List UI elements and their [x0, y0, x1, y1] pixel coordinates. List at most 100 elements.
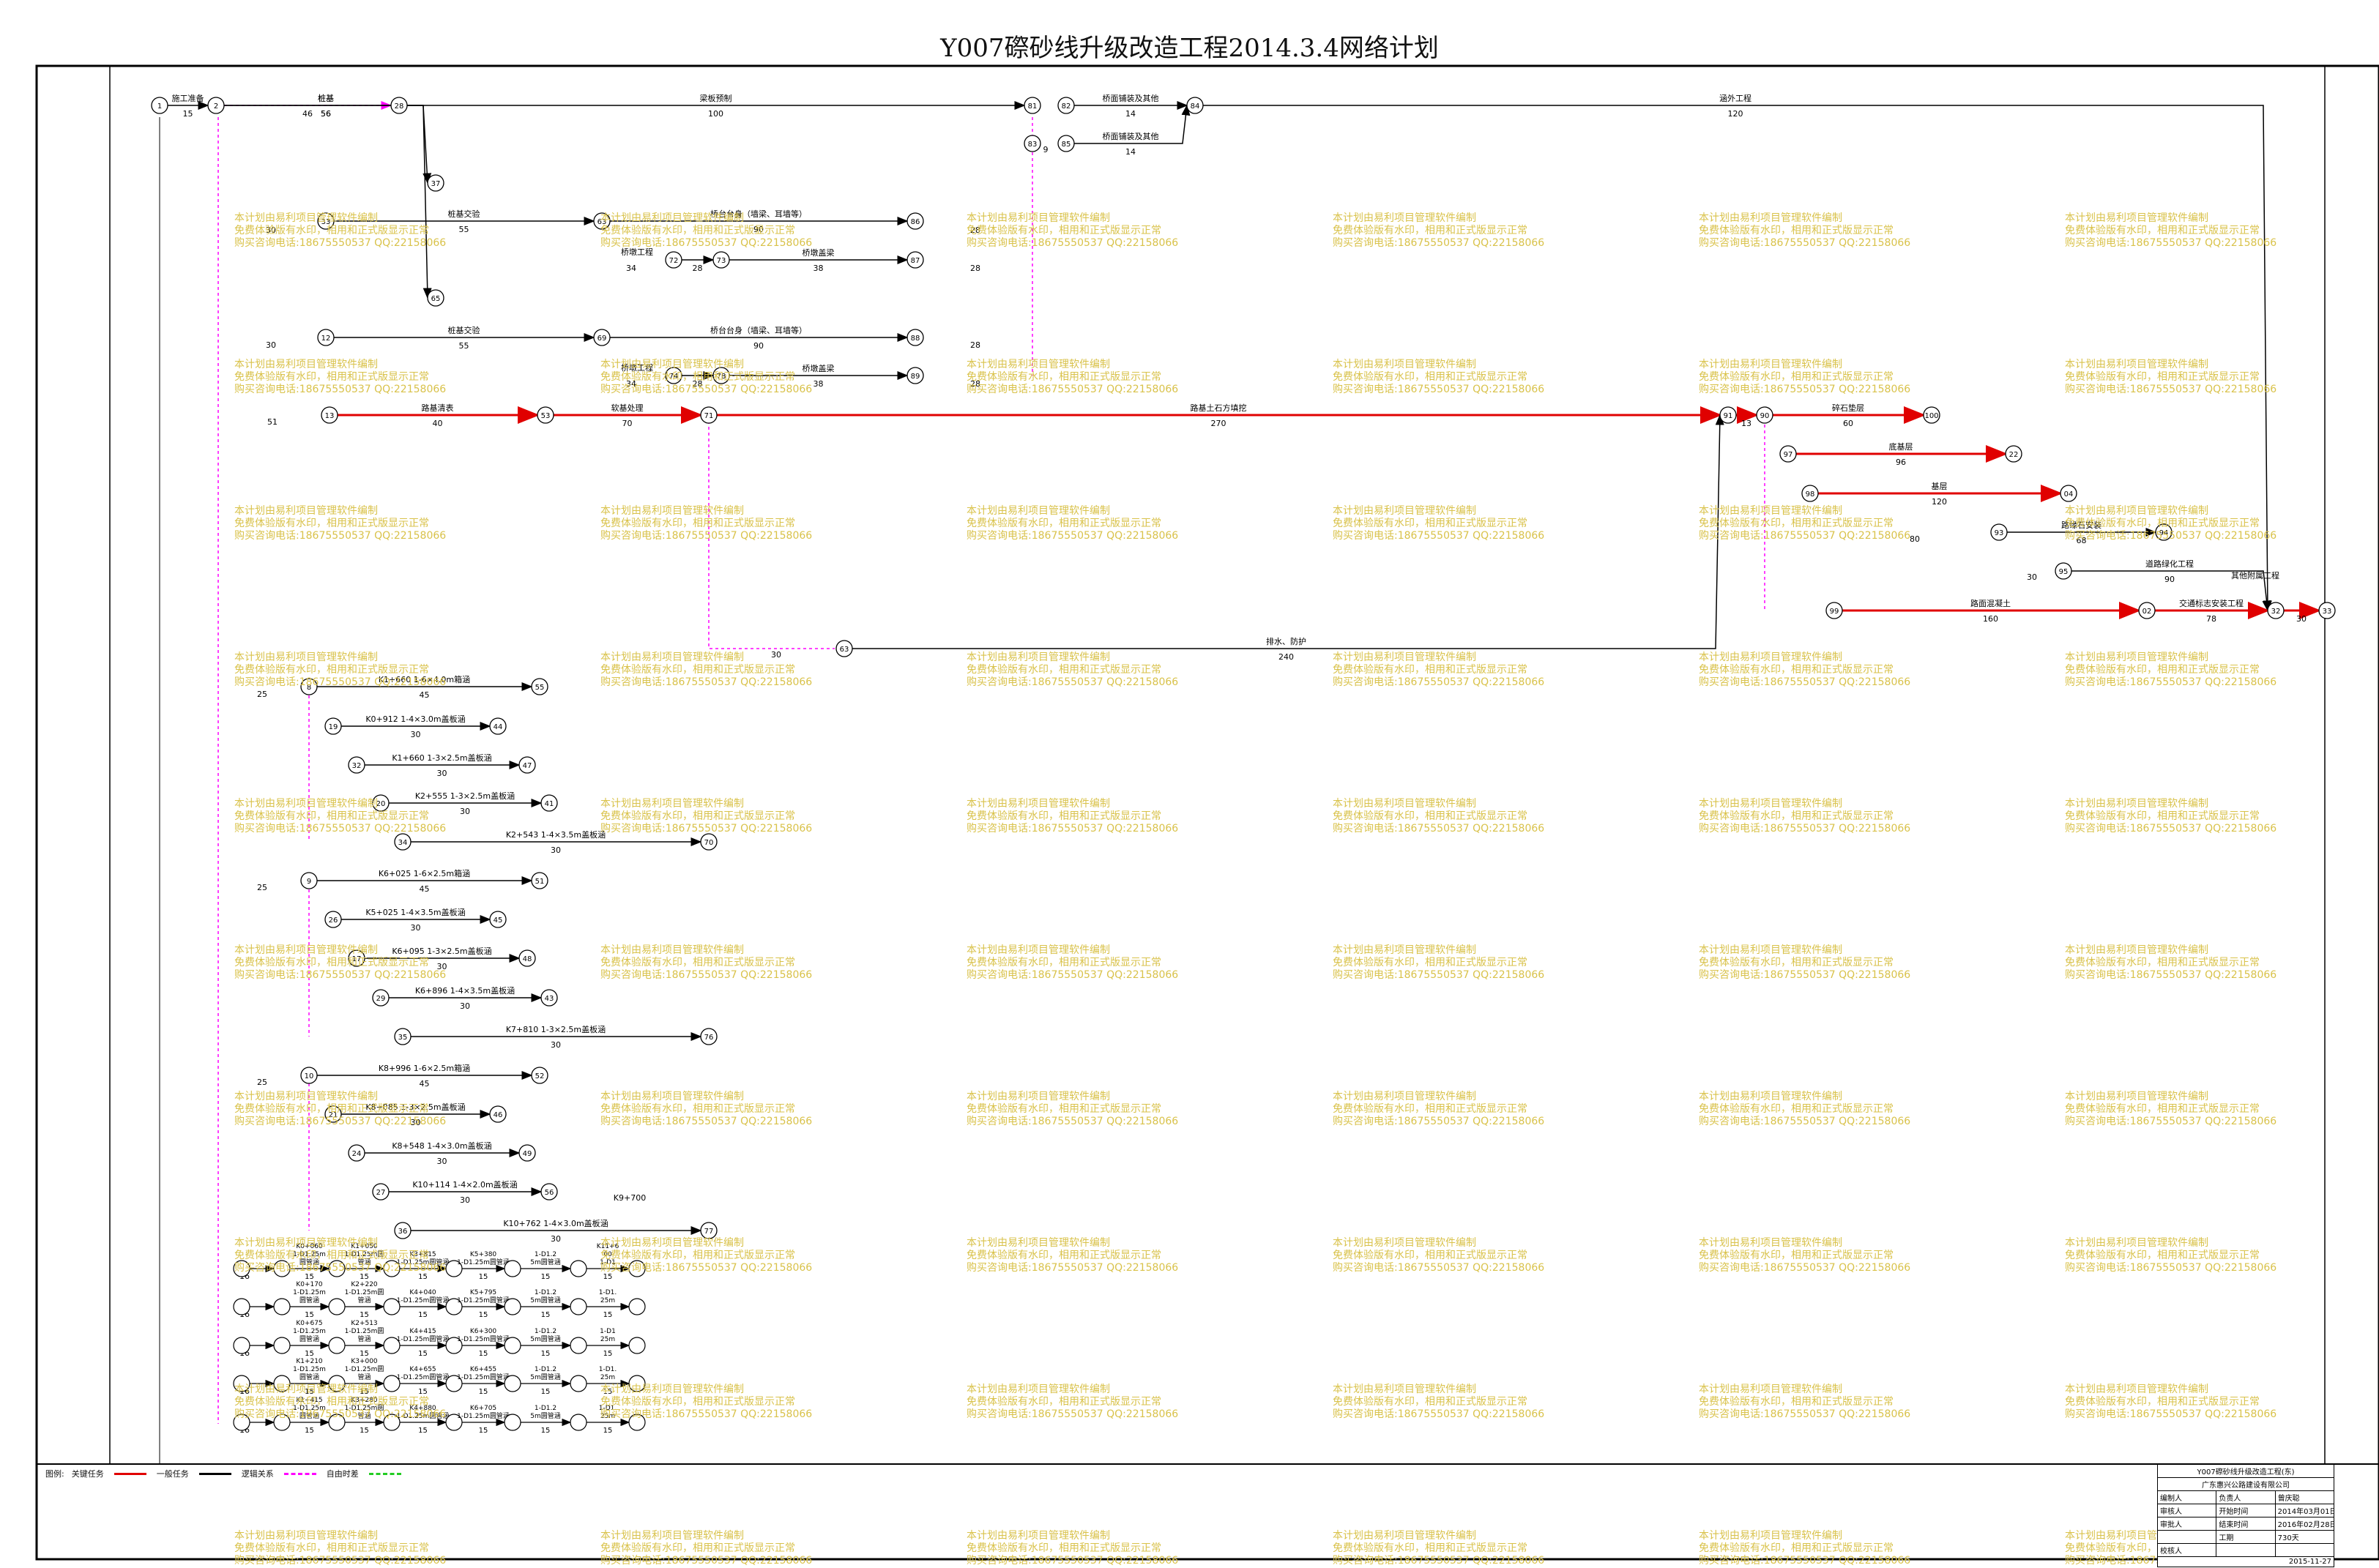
legend-free-label: 自由时差 [326, 1469, 359, 1479]
culvert-label: 圆管涵 [299, 1296, 319, 1304]
watermark: 本计划由易利项目管理软件编制免费体验版有水印，相用和正式版显示正常购买咨询电话:… [2065, 652, 2277, 688]
culvert-label: 1-D1.2 [535, 1251, 556, 1258]
edge-duration: 60 [1843, 419, 1853, 428]
watermark: 本计划由易利项目管理软件编制免费体验版有水印，相用和正式版显示正常购买咨询电话:… [600, 1384, 813, 1420]
node-number: 33 [321, 218, 331, 226]
node-number: 21 [329, 1111, 338, 1119]
edge-85-84 [1074, 104, 1191, 144]
node-88: 88 [906, 329, 924, 346]
node-number: 70 [704, 839, 714, 847]
free-label: 30 [771, 650, 781, 660]
legend-normal-swatch [198, 1472, 231, 1475]
culvert-label: K5+380 [470, 1251, 497, 1258]
culvert-label: 1-D1.25m圆管涵 [457, 1296, 510, 1304]
watermark: 本计划由易利项目管理软件编制免费体验版有水印，相用和正式版显示正常购买咨询电话:… [600, 1237, 813, 1274]
edge-63b-91 [852, 414, 1724, 649]
node-48: 48 [518, 949, 536, 967]
node-2: 2 [207, 97, 225, 114]
culvert-node [445, 1414, 463, 1431]
culvert-node [504, 1375, 521, 1392]
culvert-node [628, 1414, 646, 1431]
edge-duration: 30 [437, 1157, 447, 1166]
watermark: 本计划由易利项目管理软件编制免费体验版有水印，相用和正式版显示正常购买咨询电话:… [967, 1237, 1179, 1274]
edge-duration: 38 [814, 379, 824, 389]
watermark: 本计划由易利项目管理软件编制免费体验版有水印，相用和正式版显示正常购买咨询电话:… [1333, 1530, 1545, 1567]
node-number: 90 [1760, 412, 1770, 420]
node-number: 20 [376, 800, 386, 808]
culvert-node [570, 1337, 587, 1354]
edge-label: 桩基交验 [448, 209, 480, 219]
culvert-node [328, 1260, 346, 1277]
node-number: 55 [535, 684, 545, 692]
watermark: 本计划由易利项目管理软件编制免费体验版有水印，相用和正式版显示正常购买咨询电话:… [234, 1530, 447, 1567]
node-number: 88 [911, 335, 920, 343]
culvert-duration: 15 [360, 1350, 369, 1358]
culvert-label: 1-D1.25m圆 [345, 1404, 384, 1412]
watermark: 本计划由易利项目管理软件编制免费体验版有水印，相用和正式版显示正常购买咨询电话:… [967, 505, 1179, 542]
node-33b: 33 [2318, 602, 2336, 619]
node-93: 93 [1990, 523, 2008, 541]
culvert-node [570, 1375, 587, 1392]
tb-cell [2158, 1531, 2216, 1543]
node-number: 46 [494, 1111, 503, 1119]
node-24: 24 [348, 1144, 365, 1162]
culvert-node [273, 1414, 291, 1431]
edge-label: K6+025 1-6×2.5m箱涵 [379, 868, 470, 878]
watermark: 本计划由易利项目管理软件编制免费体验版有水印，相用和正式版显示正常购买咨询电话:… [967, 1530, 1179, 1567]
edge-duration: 30 [551, 1040, 561, 1050]
culvert-node [273, 1260, 291, 1277]
culvert-label: K2+220 [351, 1281, 378, 1288]
free-label: 34 [626, 379, 636, 389]
node-36: 36 [394, 1222, 412, 1239]
watermark: 本计划由易利项目管理软件编制免费体验版有水印，相用和正式版显示正常购买咨询电话:… [2065, 1237, 2277, 1274]
culvert-duration: 15 [305, 1350, 314, 1358]
node-number: 99 [1830, 608, 1839, 616]
node-number: 77 [704, 1228, 714, 1236]
watermark: 本计划由易利项目管理软件编制免费体验版有水印，相用和正式版显示正常购买咨询电话:… [1333, 798, 1545, 835]
culvert-node [383, 1298, 401, 1315]
edge-label: K6+095 1-3×2.5m盖板涵 [392, 946, 491, 956]
node-02: 02 [2138, 602, 2156, 619]
culvert-duration: 15 [541, 1388, 551, 1396]
watermark: 本计划由易利项目管理软件编制免费体验版有水印，相用和正式版显示正常购买咨询电话:… [234, 652, 447, 688]
node-85: 85 [1057, 135, 1075, 152]
node-number: 45 [494, 916, 503, 925]
node-72: 72 [665, 251, 682, 269]
culvert-duration: 15 [305, 1273, 314, 1281]
title-block: Y007磜砂线升级改造工程(东) 广东惠兴公路建设有限公司 编制人 负责人 曾庆聪 … [2157, 1464, 2334, 1567]
culvert-label: K3+815 [409, 1251, 436, 1258]
free-label: 30 [266, 225, 276, 235]
culvert-label: 1-D1.2 [535, 1366, 556, 1373]
outer-frame [35, 64, 2379, 1561]
edge-label: 路基土石方填挖 [1191, 403, 1247, 413]
node-35: 35 [394, 1028, 412, 1045]
free-label: 51 [267, 417, 278, 427]
culvert-node [383, 1375, 401, 1392]
culvert-label: 圆管涵 [299, 1334, 319, 1343]
tb-cell: 开始时间 [2216, 1504, 2274, 1517]
edge-label: 基层 [1932, 482, 1948, 491]
watermark: 本计划由易利项目管理软件编制免费体验版有水印，相用和正式版显示正常购买咨询电话:… [1699, 1530, 1911, 1567]
culvert-label: K1+050 [351, 1243, 378, 1250]
culvert-label: 管涵 [357, 1334, 371, 1343]
legend-free-swatch [368, 1472, 401, 1475]
culvert-node [233, 1298, 250, 1315]
node-78: 78 [712, 367, 730, 384]
edge-duration: 160 [1983, 614, 1998, 624]
node-number: 53 [541, 412, 551, 420]
watermark: 本计划由易利项目管理软件编制免费体验版有水印，相用和正式版显示正常购买咨询电话:… [2065, 1091, 2277, 1127]
edge-label: 碎石垫层 [1832, 403, 1864, 413]
watermark: 本计划由易利项目管理软件编制免费体验版有水印，相用和正式版显示正常购买咨询电话:… [2065, 1384, 2277, 1420]
tb-cell: 审核人 [2160, 1508, 2182, 1516]
node-52: 52 [531, 1067, 548, 1084]
culvert-duration: 15 [541, 1350, 551, 1358]
node-82: 82 [1057, 97, 1075, 114]
culvert-node [273, 1298, 291, 1315]
tb-cell: 审批人 [2160, 1521, 2182, 1529]
watermark: 本计划由易利项目管理软件编制免费体验版有水印，相用和正式版显示正常购买咨询电话:… [600, 212, 813, 249]
culvert-duration: 15 [418, 1273, 428, 1281]
free-label: 28 [970, 340, 980, 350]
node-84: 84 [1186, 97, 1204, 114]
